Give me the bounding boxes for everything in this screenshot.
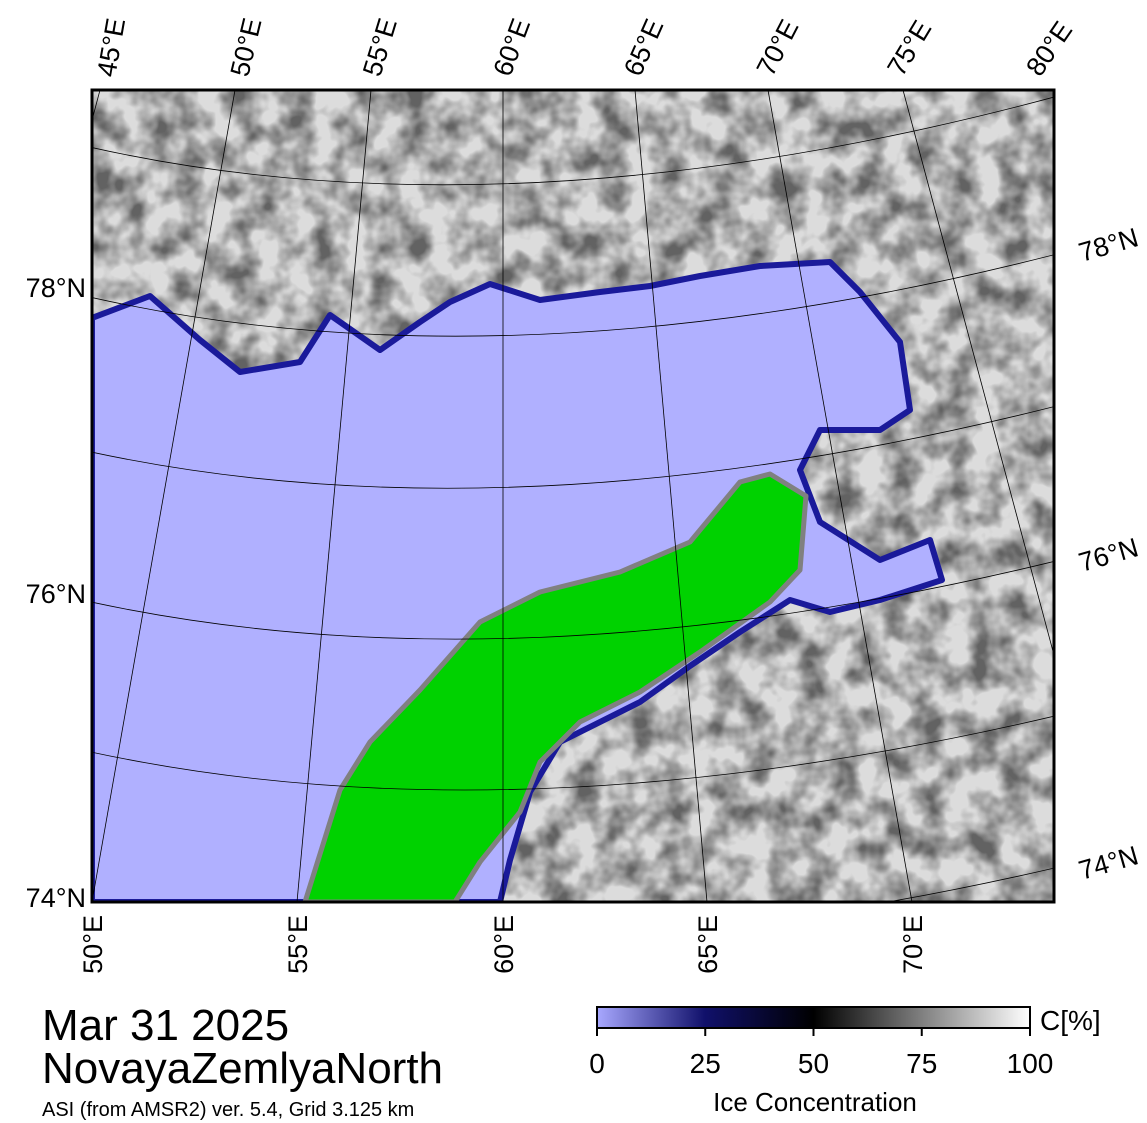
- colorbar-unit: C[%]: [1040, 1005, 1101, 1036]
- open-water: [92, 259, 945, 902]
- colorbar: [596, 1006, 1031, 1029]
- land: [302, 471, 809, 902]
- colorbar-tick-label: 50: [798, 1048, 829, 1079]
- colorbar-tick-label: 0: [589, 1048, 605, 1079]
- colorbar-tick-label: 75: [906, 1048, 937, 1079]
- top-lon-label: 55°E: [357, 15, 403, 80]
- source: ASI (from AMSR2) ver. 5.4, Grid 3.125 km: [42, 1099, 414, 1121]
- top-lon-label: 65°E: [618, 14, 669, 80]
- bottom-lon-label: 50°E: [78, 915, 108, 974]
- map-frame: [90, 88, 1056, 904]
- right-lat-label: 76°N: [1075, 532, 1141, 577]
- bottom-lon-label: 60°E: [489, 915, 519, 974]
- top-lon-label: 60°E: [488, 14, 537, 80]
- bottom-lon-label: 65°E: [693, 915, 723, 974]
- top-lon-label: 75°E: [881, 15, 937, 81]
- colorbar-label: Ice Concentration: [713, 1087, 917, 1117]
- top-lon-label: 45°E: [91, 16, 131, 79]
- left-lat-label: 74°N: [26, 883, 86, 913]
- bottom-lon-label: 70°E: [898, 915, 928, 974]
- graticule: [92, 90, 1054, 902]
- top-lon-label: 70°E: [751, 15, 805, 81]
- region: NovayaZemlyaNorth: [42, 1044, 443, 1093]
- right-lat-label: 78°N: [1075, 222, 1141, 267]
- top-lon-label: 80°E: [1020, 16, 1078, 81]
- right-lat-label: 74°N: [1075, 840, 1141, 885]
- colorbar-tick-label: 25: [690, 1048, 721, 1079]
- bottom-lon-label: 55°E: [283, 915, 313, 974]
- top-lon-label: 50°E: [225, 15, 268, 79]
- map-area: [92, 90, 1054, 902]
- left-lat-label: 76°N: [26, 579, 86, 609]
- date: Mar 31 2025: [42, 1001, 289, 1050]
- colorbar-tick-label: 100: [1007, 1048, 1054, 1079]
- left-lat-label: 78°N: [26, 273, 86, 303]
